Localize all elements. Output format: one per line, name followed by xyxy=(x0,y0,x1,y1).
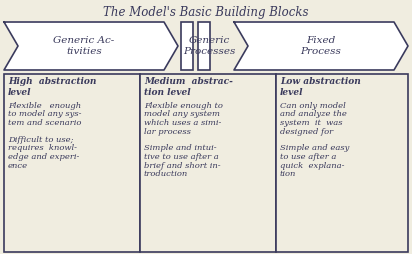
Bar xyxy=(140,74,276,252)
Text: which uses a simi-: which uses a simi- xyxy=(144,119,221,127)
Text: model any system: model any system xyxy=(144,110,220,119)
Text: to use after a: to use after a xyxy=(280,153,336,161)
Text: Simple and easy: Simple and easy xyxy=(280,145,349,152)
Text: Medium  abstrac-
tion level: Medium abstrac- tion level xyxy=(144,77,233,97)
Text: brief and short in-: brief and short in- xyxy=(144,162,220,169)
Bar xyxy=(181,22,193,70)
Text: Fixed
Process: Fixed Process xyxy=(301,36,342,56)
Text: Can only model: Can only model xyxy=(280,102,346,110)
Bar xyxy=(276,74,408,252)
Polygon shape xyxy=(4,22,178,70)
Text: Difficult to use;: Difficult to use; xyxy=(8,136,73,144)
Polygon shape xyxy=(234,22,408,70)
Text: Low abstraction
level: Low abstraction level xyxy=(280,77,361,97)
Text: tive to use after a: tive to use after a xyxy=(144,153,219,161)
Text: troduction: troduction xyxy=(144,170,188,178)
Text: quick  explana-: quick explana- xyxy=(280,162,344,169)
Text: to model any sys-: to model any sys- xyxy=(8,110,82,119)
Bar xyxy=(198,22,210,70)
Text: Simple and intui-: Simple and intui- xyxy=(144,145,217,152)
Text: and analyze the: and analyze the xyxy=(280,110,347,119)
Text: ence: ence xyxy=(8,162,28,169)
Text: Generic Ac-
tivities: Generic Ac- tivities xyxy=(54,36,115,56)
Text: edge and experi-: edge and experi- xyxy=(8,153,80,161)
Text: The Model's Basic Building Blocks: The Model's Basic Building Blocks xyxy=(103,6,309,19)
Text: lar process: lar process xyxy=(144,128,191,135)
Text: Flexible   enough: Flexible enough xyxy=(8,102,81,110)
Text: designed for: designed for xyxy=(280,128,333,135)
Bar xyxy=(4,74,140,252)
Text: tem and scenario: tem and scenario xyxy=(8,119,82,127)
Text: tion: tion xyxy=(280,170,296,178)
Text: requires  knowl-: requires knowl- xyxy=(8,145,77,152)
Text: Generic
Processes: Generic Processes xyxy=(183,36,235,56)
Text: Flexible enough to: Flexible enough to xyxy=(144,102,223,110)
Text: High  abstraction
level: High abstraction level xyxy=(8,77,96,97)
Text: system  it  was: system it was xyxy=(280,119,342,127)
